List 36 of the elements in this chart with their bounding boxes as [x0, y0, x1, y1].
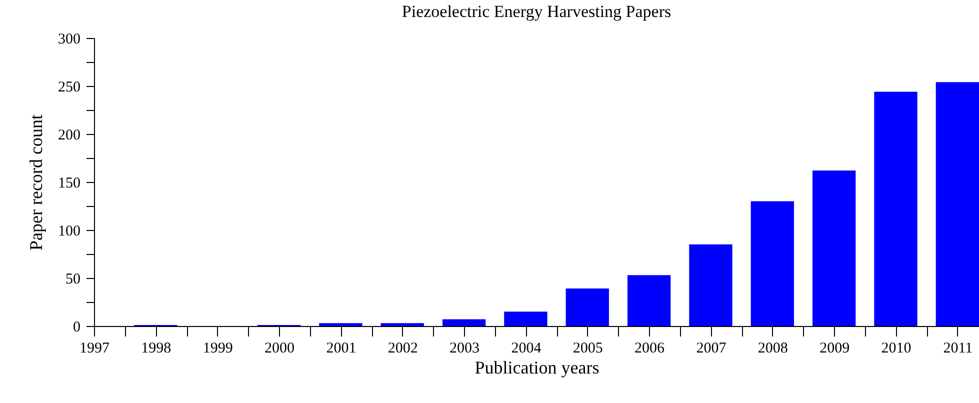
- x-tick-label: 2002: [388, 340, 418, 356]
- x-tick-label: 1997: [80, 340, 110, 356]
- x-tick-label: 1999: [202, 340, 233, 356]
- chart-title: Piezoelectric Energy Harvesting Papers: [402, 2, 672, 21]
- bar: [566, 288, 609, 326]
- x-tick-label: 1998: [141, 340, 172, 356]
- y-tick-label: 200: [58, 128, 80, 144]
- y-tick-label: 0: [73, 320, 80, 336]
- x-tick-label: 2001: [326, 340, 356, 356]
- y-tick-label: 300: [58, 32, 80, 48]
- bar: [319, 323, 362, 326]
- bar: [442, 319, 486, 326]
- x-tick-label: 2000: [264, 340, 295, 356]
- x-tick-label: 2003: [450, 340, 480, 356]
- bar: [874, 92, 918, 326]
- bar: [750, 201, 794, 326]
- bar: [936, 82, 979, 326]
- x-tick-label: 2011: [943, 340, 973, 356]
- x-tick-label: 2004: [511, 340, 542, 356]
- x-tick-label: 2005: [572, 340, 603, 356]
- y-axis-title: Paper record count: [26, 114, 46, 250]
- x-axis-title: Publication years: [474, 358, 600, 378]
- x-tick-label: 2009: [820, 340, 850, 356]
- bar: [504, 312, 548, 326]
- x-tick-label: 2008: [758, 340, 788, 356]
- bar: [380, 323, 424, 326]
- x-tick-label: 2010: [881, 340, 912, 356]
- x-tick-label: 2006: [634, 340, 666, 356]
- y-tick-label: 100: [58, 224, 80, 240]
- y-tick-label: 150: [58, 176, 80, 192]
- bar: [689, 244, 732, 326]
- bar: [627, 275, 671, 326]
- y-tick-label: 50: [66, 272, 80, 288]
- x-tick-label: 2007: [696, 340, 727, 356]
- y-tick-label: 250: [58, 80, 80, 96]
- bar: [812, 170, 856, 326]
